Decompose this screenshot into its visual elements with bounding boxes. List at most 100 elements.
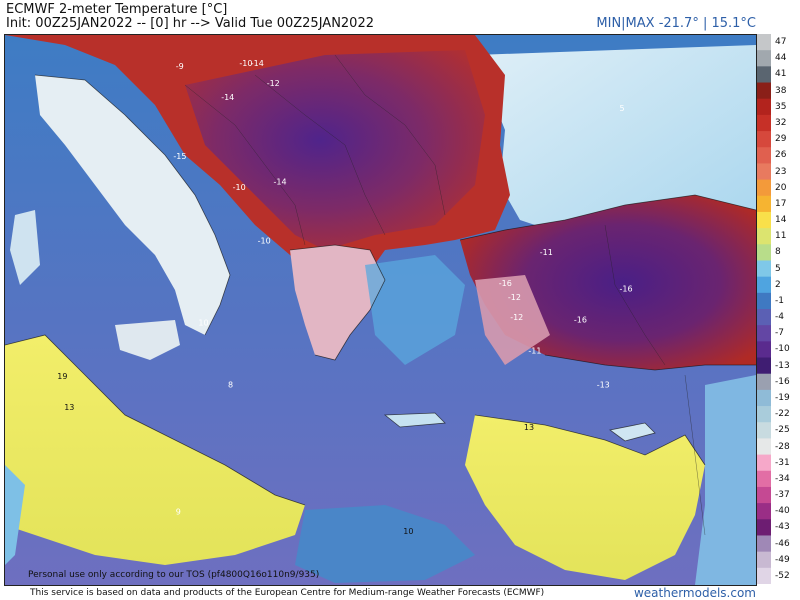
legend-tick-label: 44 [775, 53, 787, 64]
temperature-labels: -9 -10-14-12-14-15-14-10-10-11-16-12-16-1… [57, 59, 632, 536]
temperature-map[interactable]: -9 -10 -14 -12 -14 -15 -14 -10 -10 -11 -16 -12 -16 -1… [4, 34, 757, 586]
brand-link[interactable]: weathermodels.com [633, 586, 756, 600]
legend-swatch [757, 357, 771, 375]
coastlines [5, 74, 756, 506]
temp-label: -16 [620, 285, 633, 294]
tos-note: Personal use only according to our TOS (… [28, 570, 320, 580]
libya-tunisia-warm-region [5, 335, 305, 565]
legend-swatch [757, 82, 771, 100]
legend-tick-label: -34 [775, 473, 790, 484]
legend-colorbar [757, 34, 771, 584]
legend-tick-label: -19 [775, 393, 790, 403]
legend-tick-label: -31 [775, 457, 790, 468]
temp-label: -12 [267, 79, 280, 88]
temp-label: -15 [173, 152, 186, 161]
legend-tick-label: 35 [775, 101, 787, 112]
west-turkey-coast [475, 275, 550, 365]
temp-label: 5 [620, 104, 625, 113]
map-canvas[interactable]: -9 -10-14-12-14-15-14-10-10-11-16-12-16-1… [5, 35, 756, 585]
cyprus-island [610, 423, 655, 441]
temp-label: 19 [57, 372, 67, 381]
temp-label: -11 [540, 248, 553, 257]
sardinia-region [10, 210, 40, 285]
source-attribution: This service is based on data and produc… [30, 588, 545, 598]
legend-swatch [757, 438, 771, 456]
legend-tick-label: -16 [775, 376, 790, 387]
temp-label: -10 [258, 237, 271, 246]
legend-swatch [757, 373, 771, 391]
legend-swatch [757, 276, 771, 294]
legend-swatch [757, 292, 771, 310]
legend-swatch [757, 406, 771, 423]
legend-tick-label: -7 [775, 328, 784, 339]
legend-swatch [757, 211, 771, 229]
temp-label: 8 [228, 381, 233, 390]
legend-swatch [757, 519, 771, 536]
black-sea-region [475, 45, 756, 235]
legend-tick-label: -4 [775, 312, 784, 323]
legend-tick-label: 38 [775, 85, 787, 96]
legend-swatch [757, 567, 771, 584]
legend-swatch [757, 389, 771, 407]
legend-tick-label: 8 [775, 247, 781, 258]
temp-label: -16 [574, 316, 587, 325]
legend-swatch [757, 147, 771, 164]
legend-tick-label: 29 [775, 134, 787, 145]
legend-tick-label: 2 [775, 279, 781, 290]
legend-swatch [757, 454, 771, 472]
legend-tick-label: 5 [775, 263, 781, 274]
legend-tick-label: -49 [775, 554, 790, 565]
min-max-readout: MIN|MAX -21.7° | 15.1°C [596, 16, 756, 31]
legend-tick-label: 14 [775, 215, 787, 225]
egypt-levant-warm-region [465, 415, 705, 580]
temp-label: -11 [528, 347, 541, 356]
libya-interior-cool [295, 505, 475, 583]
map-title: ECMWF 2-meter Temperature [°C] [6, 2, 228, 17]
italy-region [35, 75, 230, 335]
legend-tick-label: -10 [775, 344, 790, 355]
legend-swatch [757, 486, 771, 504]
legend-tick-label: 17 [775, 198, 787, 209]
legend-tick-label: 41 [775, 69, 787, 80]
legend-swatch [757, 470, 771, 488]
legend-swatch [757, 535, 771, 553]
run-info: Init: 00Z25JAN2022 -- [0] hr --> Valid T… [6, 16, 374, 31]
legend-swatch [757, 131, 771, 148]
temp-label: -10 [239, 59, 252, 68]
legend-tick-label: -13 [775, 360, 790, 371]
temp-label: 13 [64, 403, 74, 412]
temp-label: 9 [176, 508, 181, 517]
legend-swatch [757, 98, 771, 116]
levant-inland-cool [695, 375, 756, 585]
legend-tick-label: -28 [775, 441, 790, 452]
temp-label: 10 [198, 319, 208, 328]
algeria-edge [5, 465, 25, 565]
legend-swatch [757, 163, 771, 181]
legend-swatch [757, 179, 771, 197]
legend-swatch [757, 422, 771, 439]
legend-tick-label: -37 [775, 490, 790, 500]
legend-swatch [757, 34, 771, 51]
legend-swatch [757, 309, 771, 326]
legend-swatch [757, 325, 771, 342]
temp-label: -12 [510, 313, 523, 322]
legend-tick-label: 47 [775, 37, 787, 48]
temp-label: 13 [524, 423, 534, 432]
temp-label: -12 [508, 293, 521, 302]
legend-swatch [757, 503, 771, 520]
legend-swatch [757, 551, 771, 569]
temp-label: -16 [499, 279, 512, 288]
greece-region [290, 245, 385, 360]
legend-tick-label: -43 [775, 522, 790, 533]
legend-swatch [757, 244, 771, 261]
temp-label: -14 [221, 93, 234, 102]
legend-swatch [757, 114, 771, 132]
legend-tick-label: 26 [775, 150, 787, 161]
temp-label: -10 [233, 183, 246, 192]
crete-island [385, 413, 445, 427]
legend-swatch [757, 50, 771, 67]
country-borders [184, 54, 706, 536]
legend-tick-label: -40 [775, 506, 790, 517]
temp-label: -9 [176, 62, 184, 71]
legend-tick-label: 32 [775, 118, 787, 128]
